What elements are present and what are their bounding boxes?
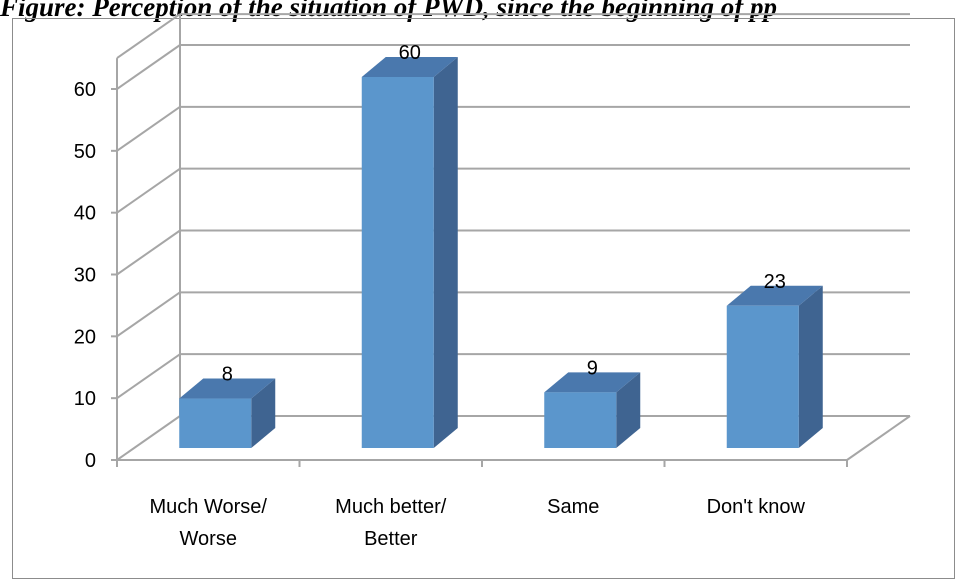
data-label: 9 [587,357,598,379]
bar [179,398,252,448]
y-tick-label: 50 [74,141,96,163]
x-category-label: Better [364,528,418,550]
bar-top [179,378,276,399]
bar-top [361,57,458,77]
gridline-side [116,353,181,399]
gridline-side [116,229,181,276]
data-label: 8 [222,364,233,386]
gridline-side [116,167,181,214]
chart-frame [12,18,955,579]
gridline-side [116,106,181,152]
gridline-side [116,44,181,90]
bar-side [798,285,823,448]
bar-top [726,285,823,306]
bar [544,392,617,448]
y-tick-label: 40 [74,203,96,225]
figure-caption: Figure: Perception of the situation of P… [0,0,778,22]
data-label: 60 [399,42,421,64]
y-tick-label: 20 [74,326,96,348]
x-category-label: Much better/ [335,496,447,518]
bar [361,77,434,448]
data-label: 23 [764,271,786,293]
x-category-label: Much Worse/ [150,496,268,518]
y-tick-label: 30 [74,265,96,287]
y-tick-label: 0 [85,450,96,472]
x-category-label: Don't know [707,496,806,518]
gridline-side [116,415,181,461]
bar-side [251,378,276,448]
y-tick-label: 60 [74,79,96,101]
y-tick-label: 10 [74,388,96,410]
x-category-label: Same [547,496,599,518]
floor-right-edge [846,415,911,461]
bar-side [433,57,458,448]
gridline-side [116,13,181,59]
gridline-side [116,291,181,338]
bar-top [544,372,641,393]
x-category-label: Worse [180,528,237,550]
bar [726,305,799,448]
bar-side [616,372,641,448]
